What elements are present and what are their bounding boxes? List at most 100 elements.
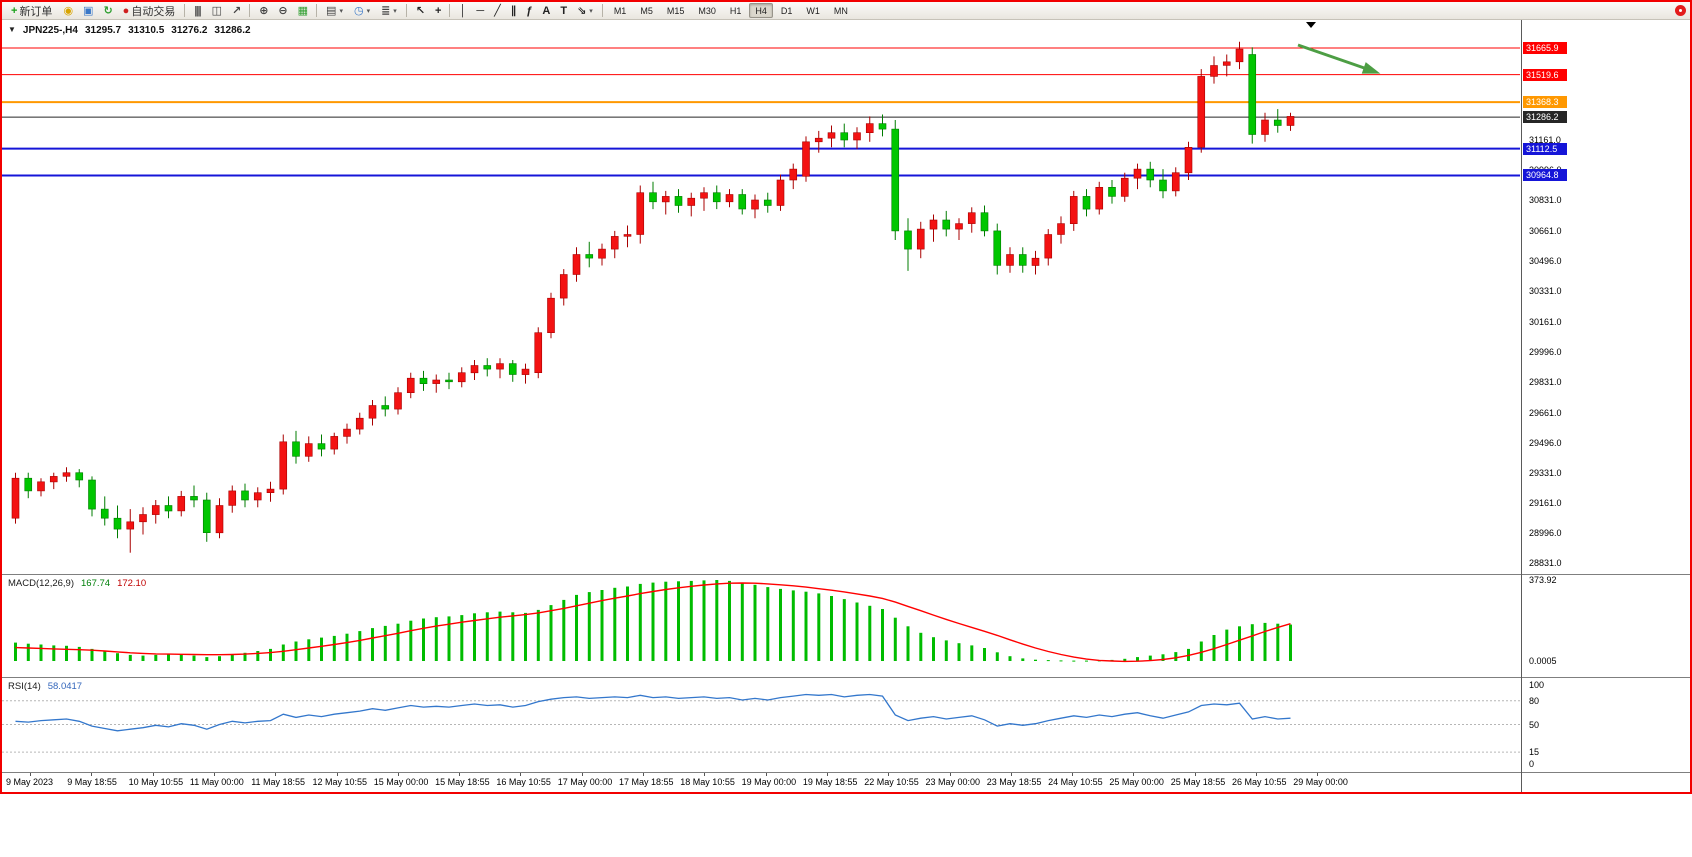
candle xyxy=(1146,168,1155,181)
macd-histogram-bar xyxy=(320,637,323,661)
macd-histogram-bar xyxy=(1148,655,1152,661)
text-icon[interactable]: A xyxy=(537,3,554,19)
chevron-down-icon: ▾ xyxy=(589,7,593,15)
zoom-in-icon[interactable]: ⊕ xyxy=(254,3,272,19)
candle xyxy=(572,254,581,275)
time-tick xyxy=(888,773,890,776)
candle xyxy=(942,219,951,230)
autotrading-button[interactable]: ● 自动交易 xyxy=(118,3,181,19)
price-tick-label: 29831.0 xyxy=(1529,376,1562,387)
candle xyxy=(445,379,453,383)
line-chart-icon[interactable]: ↗ xyxy=(227,3,245,19)
macd-histogram-bar xyxy=(498,611,502,661)
candle xyxy=(891,128,900,232)
axis-divider xyxy=(1521,20,1522,792)
macd-histogram-bar xyxy=(52,645,56,661)
price-axis[interactable]: 31161.030996.030831.030661.030496.030331… xyxy=(1521,20,1689,574)
timeframe-m5[interactable]: M5 xyxy=(640,6,653,16)
macd-histogram-bar xyxy=(192,655,196,661)
macd-histogram-bar xyxy=(128,654,132,661)
news-icon[interactable]: ◉ xyxy=(58,3,77,19)
tile-windows-icon[interactable]: ▦ xyxy=(293,3,312,19)
charts-window-icon[interactable]: ▣ xyxy=(78,3,97,19)
current-price-badge: 31286.2 xyxy=(1523,111,1567,124)
macd-histogram-bar xyxy=(230,654,234,661)
rsi-axis-label: 0 xyxy=(1529,759,1535,769)
time-tick xyxy=(91,773,93,776)
candle xyxy=(904,230,912,250)
time-axis[interactable]: 9 May 2023 9 May 18:55 10 May 10:55 11 May … xyxy=(2,773,1690,792)
label-icon[interactable]: T xyxy=(555,3,571,19)
time-tick xyxy=(581,773,583,776)
timeframe-m1[interactable]: M1 xyxy=(613,6,627,16)
trendline-icon[interactable]: ╱ xyxy=(489,3,505,19)
macd-histogram-bar xyxy=(855,602,859,661)
macd-histogram-bar xyxy=(830,596,833,661)
timeframe-mn[interactable]: MN xyxy=(833,6,848,16)
macd-histogram-bar xyxy=(141,655,145,661)
timeframe-m15[interactable]: M15 xyxy=(666,6,685,16)
candle xyxy=(368,405,377,419)
macd-histogram-bar xyxy=(893,617,897,661)
cursor-icon[interactable]: ↖ xyxy=(411,3,429,19)
macd-histogram-bar xyxy=(944,640,948,661)
timeframe-d1[interactable]: D1 xyxy=(780,6,793,16)
chart-shift-marker[interactable] xyxy=(1306,22,1316,28)
time-tick xyxy=(152,773,154,776)
macd-histogram-bar xyxy=(626,586,629,661)
trend-arrow[interactable] xyxy=(1297,43,1371,72)
candle xyxy=(814,137,823,143)
timeframe-h4[interactable]: H4 xyxy=(749,3,773,18)
macd-histogram-bar xyxy=(434,617,438,661)
zoom-out-icon[interactable]: ⊖ xyxy=(273,3,291,19)
time-label: 19 May 00:00 xyxy=(741,777,797,787)
macd-histogram-bar xyxy=(536,609,540,661)
price-tick-label: 29661.0 xyxy=(1529,407,1562,418)
refresh-icon[interactable]: ↻ xyxy=(98,3,116,19)
timeframe-w1[interactable]: W1 xyxy=(806,6,820,16)
candle xyxy=(776,179,785,206)
timeframe-m30[interactable]: M30 xyxy=(698,6,716,16)
candle xyxy=(483,365,492,370)
time-tick xyxy=(1194,773,1196,776)
time-label: 26 May 10:55 xyxy=(1232,777,1287,787)
macd-histogram-bar xyxy=(766,587,770,661)
candle xyxy=(11,477,20,519)
candle xyxy=(1108,187,1116,197)
indicators-icon[interactable]: ≣ ▾ xyxy=(376,3,402,19)
macd-panel[interactable]: MACD(12,26,9) 167.74 172.10 373.92 0.0005 xyxy=(2,575,1690,678)
time-label: 9 May 2023 xyxy=(6,777,54,787)
candle xyxy=(279,441,288,490)
macd-histogram-bar xyxy=(1225,629,1229,661)
crosshair-icon[interactable]: + xyxy=(430,3,445,19)
chart-template-icon[interactable]: ▤ ▾ xyxy=(321,3,348,19)
arrows-icon[interactable]: ⇘ ▾ xyxy=(572,3,598,19)
period-icon[interactable]: ◷ ▾ xyxy=(349,3,375,19)
bar-chart-icon[interactable]: ||| xyxy=(189,3,205,19)
macd-histogram-bar xyxy=(995,652,999,661)
new-order-button[interactable]: + 新订单 xyxy=(6,3,57,19)
macd-histogram-bar xyxy=(842,599,846,661)
candle xyxy=(151,505,160,515)
vertical-line-icon[interactable]: │ xyxy=(454,3,470,19)
macd-histogram-bar xyxy=(638,583,642,661)
fibonacci-icon[interactable]: ƒ xyxy=(521,3,536,19)
candlestick-chart[interactable] xyxy=(2,20,1520,574)
rsi-panel[interactable]: RSI(14) 58.0417 100 80 50 15 0 xyxy=(2,678,1690,773)
candle xyxy=(725,194,734,203)
candle xyxy=(343,428,351,437)
candle xyxy=(266,488,275,494)
macd-histogram-bar xyxy=(881,609,884,661)
channel-icon[interactable]: ∥ xyxy=(506,3,521,19)
timeframe-h1[interactable]: H1 xyxy=(729,6,742,16)
candlestick-chart-icon[interactable]: ◫ xyxy=(207,3,226,19)
collapse-arrow-icon[interactable]: ▼ xyxy=(8,25,16,34)
horizontal-line-icon[interactable]: ─ xyxy=(471,3,488,19)
macd-histogram-bar xyxy=(103,651,107,661)
macd-histogram-bar xyxy=(332,635,336,661)
candle xyxy=(1210,65,1218,77)
candle xyxy=(967,212,976,224)
macd-histogram-bar xyxy=(1263,622,1267,661)
price-chart-panel[interactable]: ▼ JPN225-,H4 31295.7 31310.5 31276.2 312… xyxy=(2,20,1690,575)
candle xyxy=(304,443,313,457)
